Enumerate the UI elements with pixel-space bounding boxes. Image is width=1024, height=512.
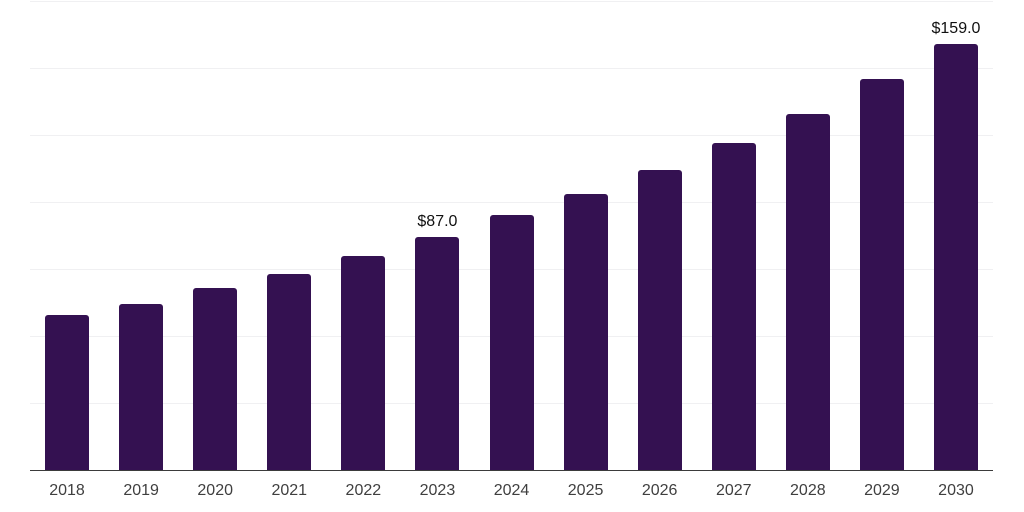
x-tick-label: 2018	[49, 482, 85, 499]
x-tick-label: 2027	[715, 482, 752, 499]
x-tick-label: 2023	[419, 482, 456, 499]
bar-slot	[623, 1, 697, 470]
x-tick-label: 2021	[271, 482, 308, 499]
bar	[267, 274, 312, 470]
bar	[489, 215, 534, 470]
bar	[415, 236, 460, 470]
bar-slot	[549, 1, 623, 470]
x-tick-label: 2025	[567, 482, 604, 499]
bar-slot	[697, 1, 771, 470]
gridline	[30, 1, 993, 2]
plot-area: $87.0 $159.0	[30, 1, 993, 471]
bar	[637, 169, 682, 470]
bar-slot	[178, 1, 252, 470]
gridline	[30, 202, 993, 203]
x-tick-label: 2029	[864, 482, 900, 499]
bar-slot	[252, 1, 326, 470]
bar-value-label: $159.0	[931, 19, 981, 37]
bar	[933, 43, 978, 470]
x-tick-label: 2022	[345, 482, 382, 499]
bar	[563, 193, 608, 470]
bar-slot	[104, 1, 178, 470]
x-axis-labels: 2018 2019 2020 2021 2022 2023 2024 2025 2026 2027…	[30, 483, 993, 499]
bar-slot: $87.0	[400, 1, 474, 470]
x-tick-label: 2020	[197, 482, 233, 499]
x-tick-label: 2024	[493, 482, 530, 499]
bar	[711, 143, 756, 470]
x-tick-label: 2028	[790, 482, 826, 499]
bar-slot	[845, 1, 919, 470]
bar	[193, 287, 238, 470]
bar-slot	[771, 1, 845, 470]
bar	[341, 255, 386, 470]
bar	[119, 303, 164, 470]
bar	[859, 78, 904, 470]
bar-slot	[326, 1, 400, 470]
bar-slot: $159.0	[919, 1, 993, 470]
bar-slot	[30, 1, 104, 470]
x-tick-label: 2026	[641, 482, 678, 499]
gridline	[30, 135, 993, 136]
bar-value-label: $87.0	[417, 212, 458, 230]
bar	[785, 113, 830, 470]
bar-slot	[474, 1, 548, 470]
gridline	[30, 68, 993, 69]
bar	[45, 314, 90, 470]
bars-row: $87.0 $159.0	[30, 1, 993, 470]
x-tick-label: 2019	[123, 482, 159, 499]
x-tick-label: 2030	[938, 482, 974, 499]
